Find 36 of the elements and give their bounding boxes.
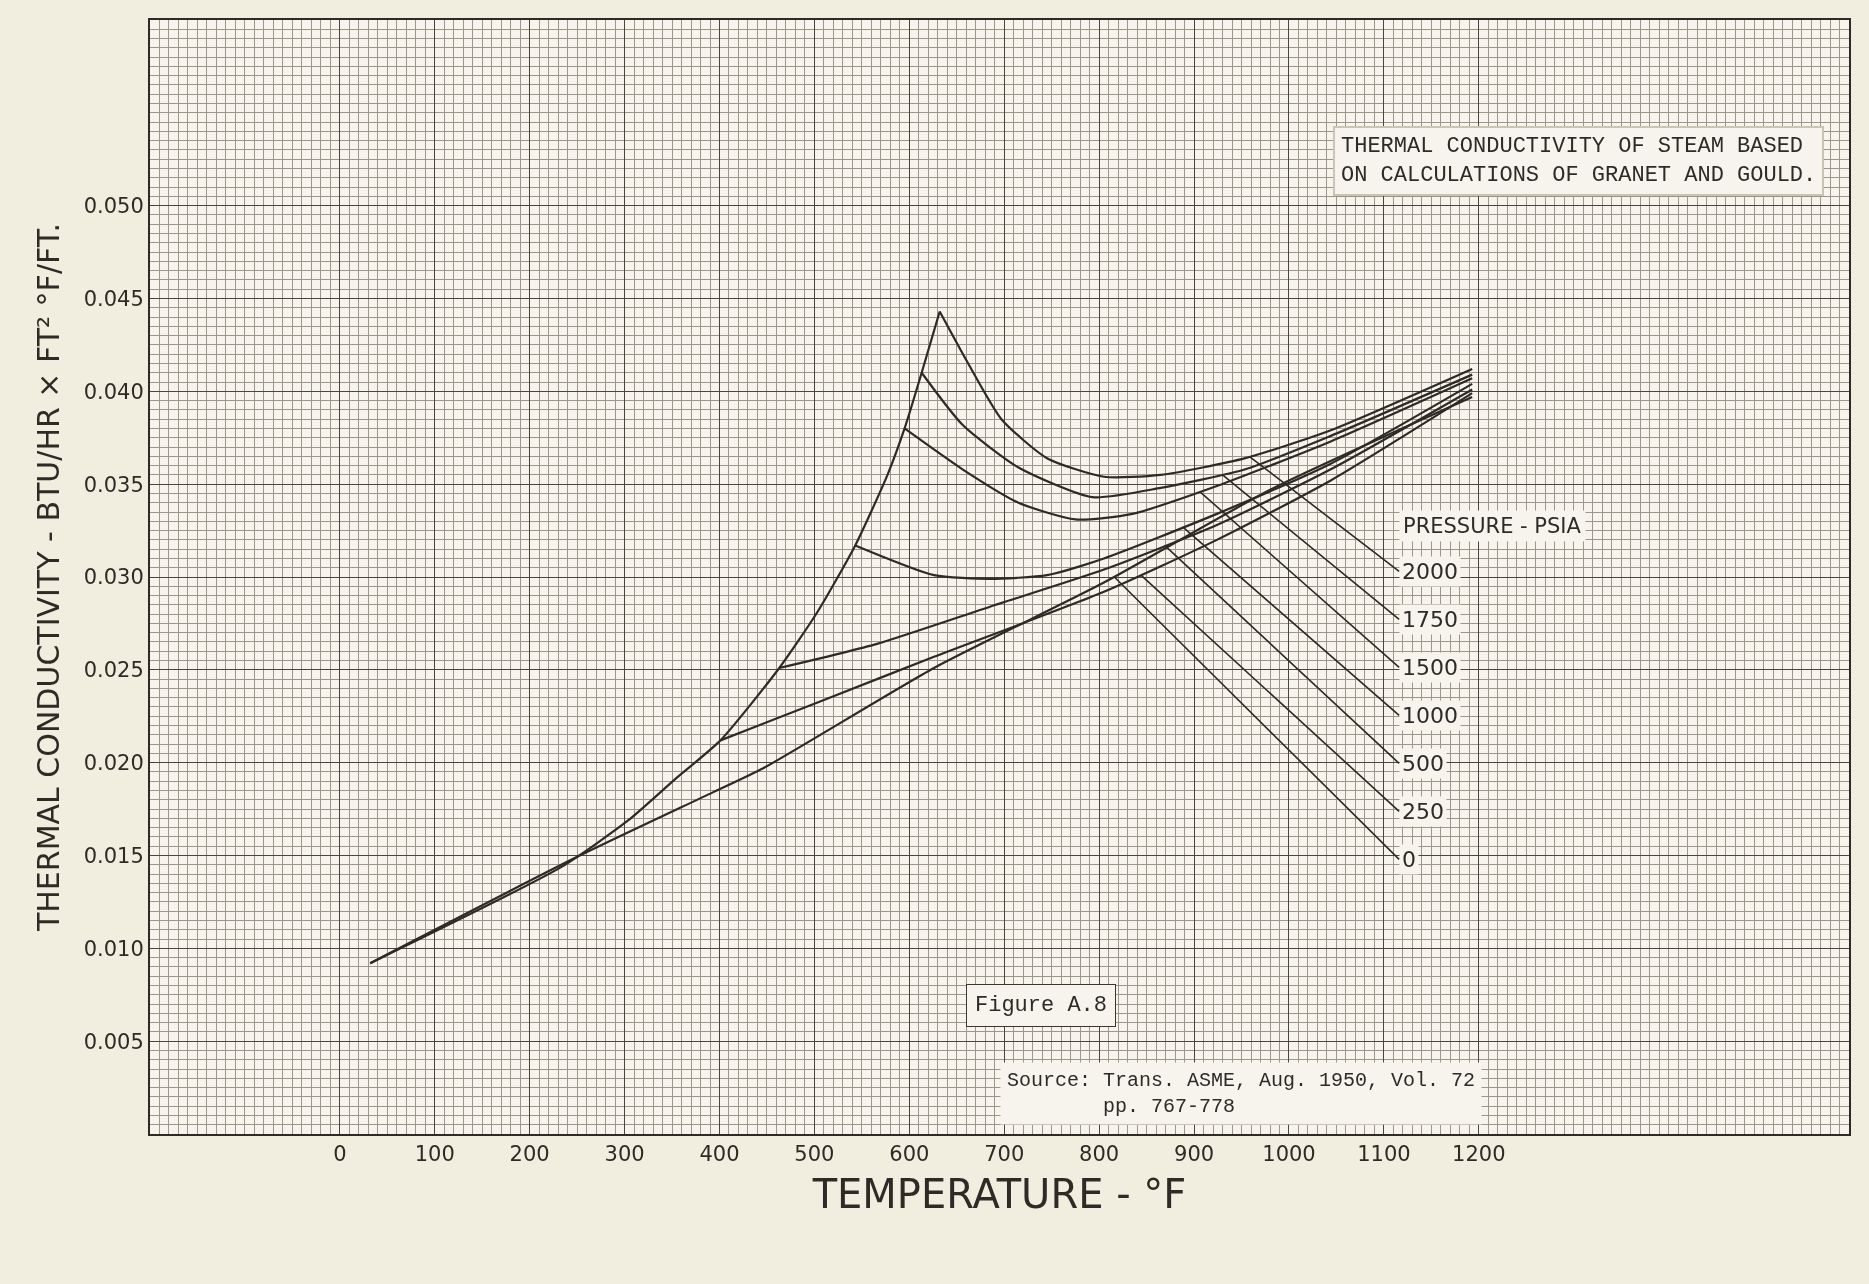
x-tick-label: 0 <box>333 1142 347 1167</box>
x-tick-label: 500 <box>794 1142 835 1167</box>
annotation: Source: Trans. ASME, Aug. 1950, Vol. 72 pp. 767-778 <box>1007 1069 1476 1118</box>
x-tick-label: 1200 <box>1452 1142 1506 1167</box>
y-tick-label: 0.015 <box>83 843 144 868</box>
y-tick-label: 0.005 <box>83 1029 144 1054</box>
x-tick-label: 300 <box>604 1142 645 1167</box>
x-tick-label: 600 <box>889 1142 930 1167</box>
y-tick-label: 0.010 <box>83 936 144 961</box>
annotation: 250 <box>1402 799 1444 824</box>
y-tick-label: 0.020 <box>83 751 144 776</box>
x-axis-title: TEMPERATURE - °F <box>811 1171 1187 1218</box>
y-tick-label: 0.025 <box>83 658 144 683</box>
annotation: 500 <box>1402 751 1444 776</box>
y-tick-label: 0.030 <box>83 565 144 590</box>
y-tick-label: 0.050 <box>83 194 144 219</box>
annotation: 0 <box>1402 847 1416 872</box>
x-tick-label: 700 <box>984 1142 1025 1167</box>
annotation: Figure A.8 <box>975 993 1108 1018</box>
x-tick-label: 400 <box>699 1142 740 1167</box>
y-tick-label: 0.035 <box>83 472 144 497</box>
annotation: 1000 <box>1402 703 1458 728</box>
x-tick-label: 1000 <box>1262 1142 1316 1167</box>
annotation: 1750 <box>1402 607 1458 632</box>
x-tick-label: 200 <box>509 1142 550 1167</box>
text: THERMAL CONDUCTIVITY OF STEAM BASED ON CALCULATIONS OF GRANET AND GOULD. <box>1341 134 1817 188</box>
annotation: 2000 <box>1402 559 1458 584</box>
y-tick-label: 0.045 <box>83 286 144 311</box>
x-tick-label: 900 <box>1174 1142 1215 1167</box>
x-tick-label: 100 <box>414 1142 455 1167</box>
x-tick-label: 800 <box>1079 1142 1120 1167</box>
y-tick-label: 0.040 <box>83 379 144 404</box>
x-tick-label: 1100 <box>1357 1142 1411 1167</box>
annotation: 1500 <box>1402 655 1458 680</box>
y-axis-title: THERMAL CONDUCTIVITY - BTU/HR × FT² °F/FT. <box>31 222 67 933</box>
legend-title: PRESSURE - PSIA <box>1403 514 1582 538</box>
